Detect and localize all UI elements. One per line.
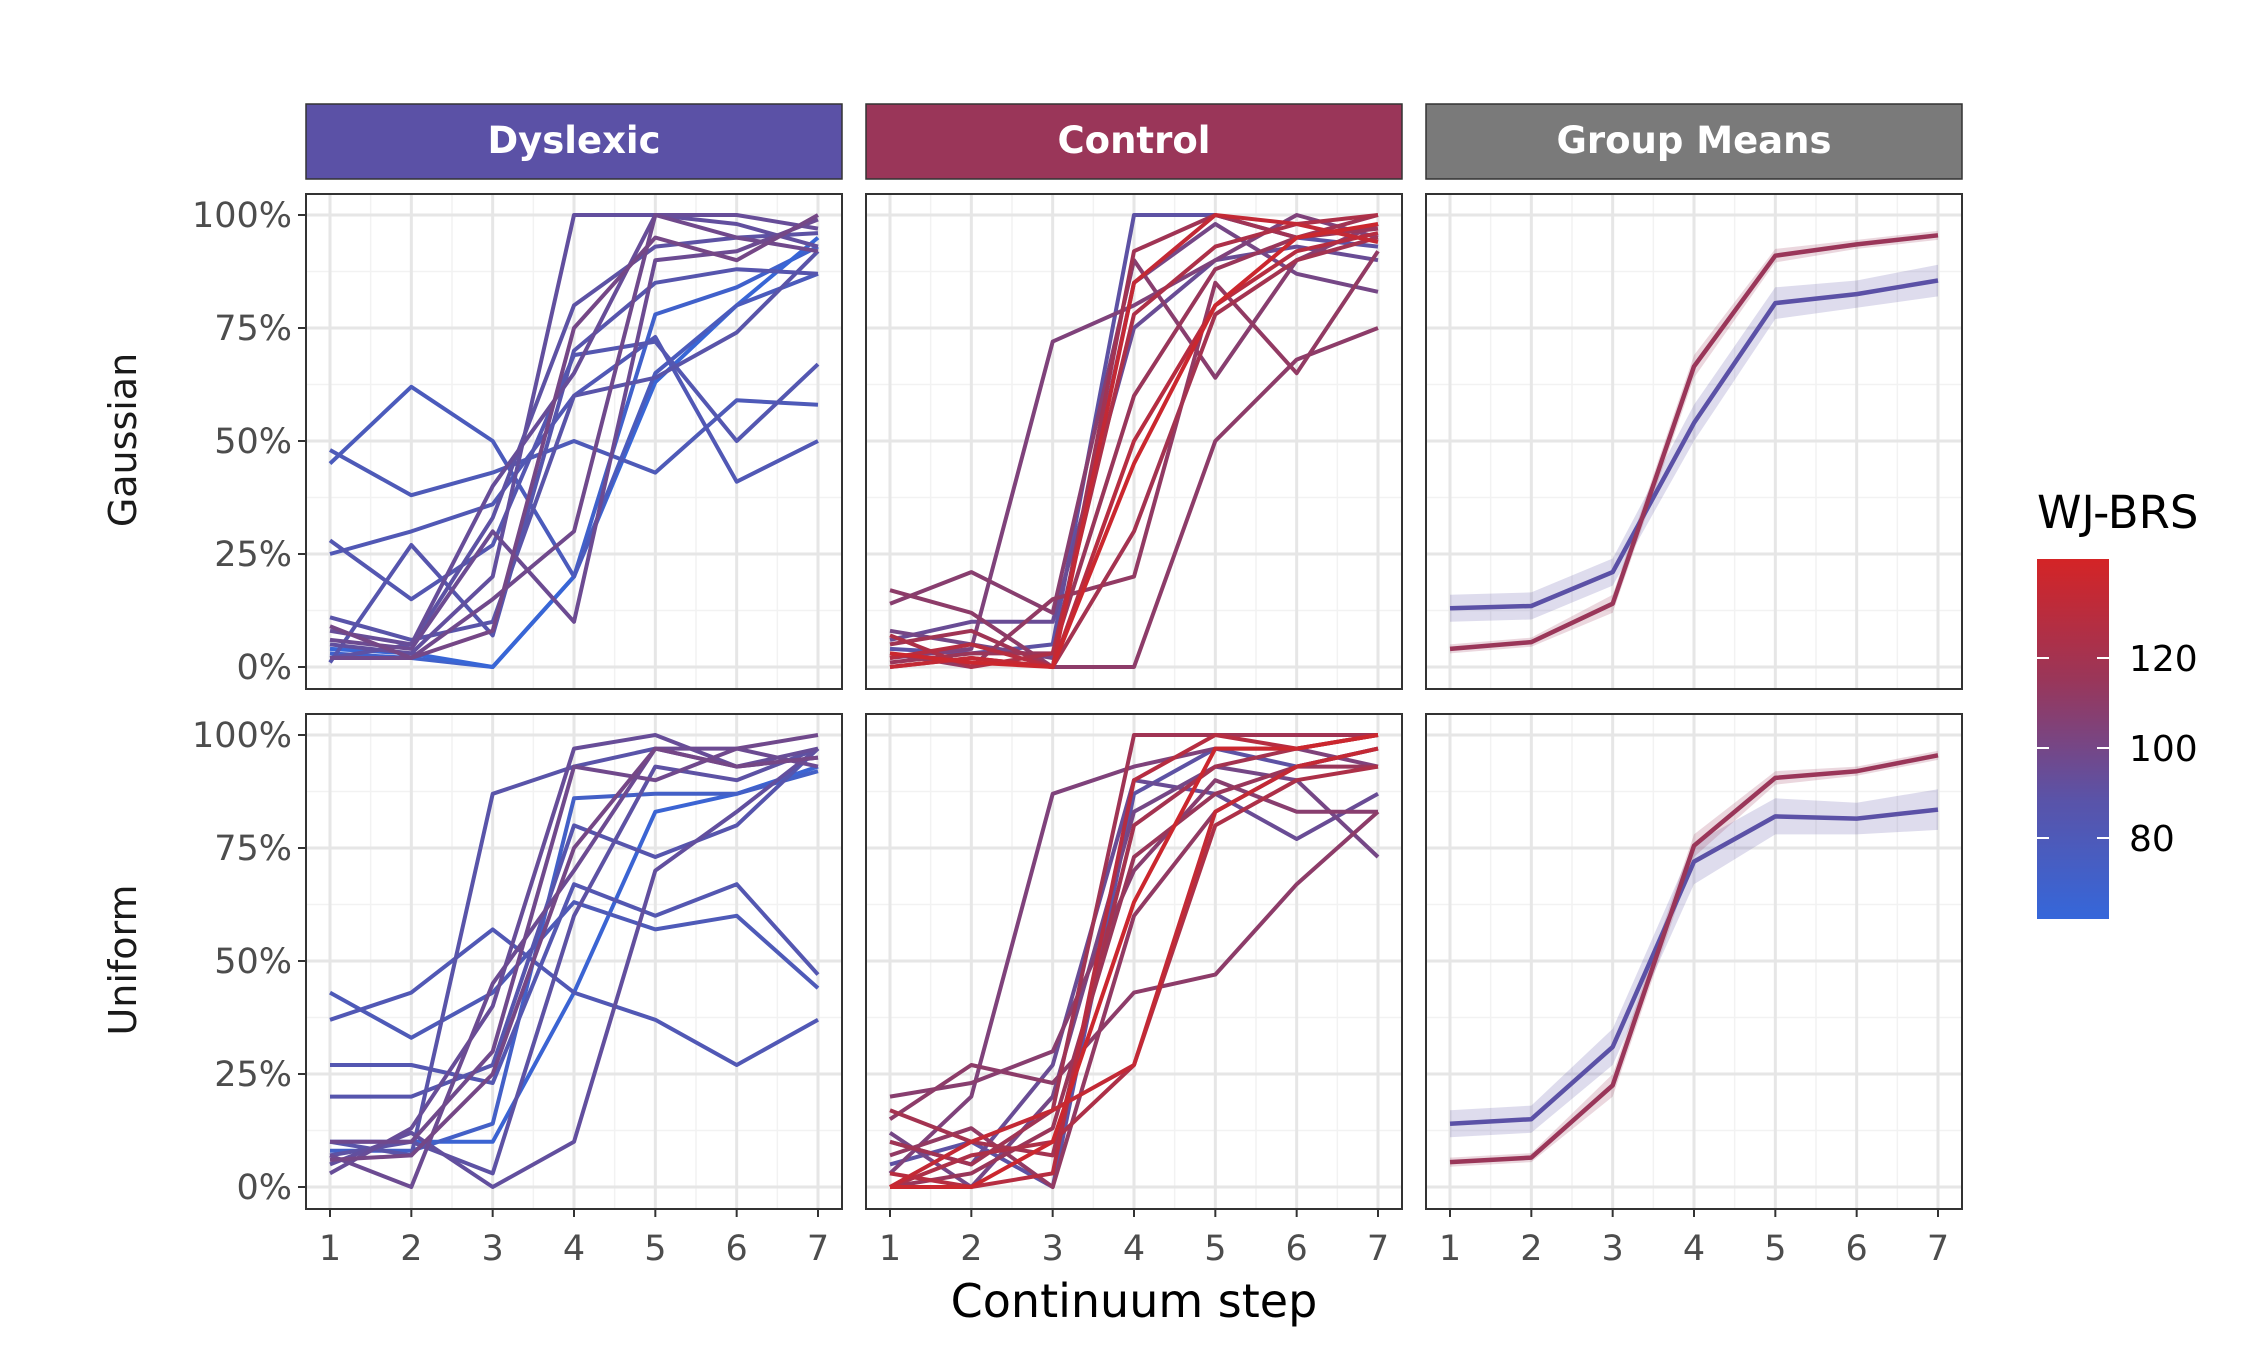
mean-line-control <box>1449 233 1939 652</box>
x-tick-label: 4 <box>1683 1229 1705 1269</box>
facet-strip-group-means: Group Means <box>1425 103 1963 180</box>
participant-line <box>329 747 820 1189</box>
row-label-uniform: Uniform <box>101 884 145 1035</box>
panel-uniform-control <box>865 713 1403 1217</box>
participant-line <box>328 267 819 664</box>
x-tick-label: 6 <box>1286 1229 1308 1269</box>
panels <box>298 193 1963 1217</box>
participant-line <box>329 927 819 1067</box>
participant-line <box>329 249 820 642</box>
mean-line-dyslexic <box>1449 278 1939 611</box>
participant-line <box>330 882 820 1085</box>
x-axis-label: Continuum step <box>951 1274 1318 1328</box>
y-tick-label: 50% <box>214 942 292 982</box>
y-tick-label: 100% <box>192 716 292 756</box>
x-tick-label: 2 <box>400 1229 422 1269</box>
y-tick-label: 25% <box>214 535 292 575</box>
participant-line <box>329 398 819 498</box>
participant-line <box>330 733 819 1144</box>
participant-line <box>889 231 1379 669</box>
x-tick-label: 4 <box>1123 1229 1145 1269</box>
participant-line <box>890 733 1379 1189</box>
row-label-gaussian: Gaussian <box>101 353 145 527</box>
x-tick-label: 3 <box>1602 1229 1624 1269</box>
participant-line <box>889 733 1378 1167</box>
y-tick-label: 75% <box>214 829 292 869</box>
participant-line <box>329 746 819 1162</box>
panel-uniform-group-means <box>1425 713 1963 1217</box>
participant-line <box>329 213 819 656</box>
x-tick-label: 3 <box>1042 1229 1064 1269</box>
participant-line <box>888 810 1380 1121</box>
participant-line <box>328 271 819 579</box>
x-tick-label: 7 <box>807 1229 829 1269</box>
facet-label-group-means: Group Means <box>1557 119 1832 162</box>
y-tick-label: 75% <box>214 309 292 349</box>
participant-line <box>889 244 1379 642</box>
participant-line <box>329 213 819 647</box>
y-tick-label: 50% <box>214 422 292 462</box>
ribbon-dyslexic <box>1450 264 1938 622</box>
legend-colorbar <box>2037 559 2109 919</box>
participant-line <box>330 747 820 1099</box>
participant-line <box>329 213 819 660</box>
panel-uniform-dyslexic <box>298 713 843 1217</box>
x-tick-label: 5 <box>1204 1229 1226 1269</box>
facet-strip-dyslexic: Dyslexic <box>305 103 843 180</box>
legend: WJ-BRS 80 100 120 <box>2037 486 2199 919</box>
legend-tick-label: 120 <box>2129 639 2198 680</box>
legend-ticks: 80 100 120 <box>2037 639 2198 860</box>
panel-gaussian-control <box>865 193 1403 690</box>
participant-line <box>889 213 1379 669</box>
legend-title: WJ-BRS <box>2037 486 2199 539</box>
panel-border <box>865 193 1403 690</box>
y-tick-label: 100% <box>192 196 292 236</box>
participant-line <box>329 217 819 651</box>
x-tick-label: 7 <box>1927 1229 1949 1269</box>
legend-tick-label: 100 <box>2129 729 2198 770</box>
x-tick-label: 6 <box>1846 1229 1868 1269</box>
facet-label-control: Control <box>1058 119 1211 162</box>
legend-tick-label: 80 <box>2129 819 2175 860</box>
x-tick-label: 5 <box>644 1229 666 1269</box>
participant-line <box>329 900 820 1040</box>
facet-label-dyslexic: Dyslexic <box>487 119 660 162</box>
panel-gaussian-dyslexic <box>298 193 843 690</box>
x-tick-label: 3 <box>482 1229 504 1269</box>
participant-line <box>889 746 1379 1189</box>
x-tick-label: 1 <box>1439 1229 1461 1269</box>
y-tick-label: 25% <box>214 1055 292 1095</box>
y-tick-labels: 0% 25% 50% 75% 100% 0% 25% 50% 75% 100% <box>192 196 292 1208</box>
participant-line <box>889 778 1378 1099</box>
participant-line <box>889 326 1379 669</box>
mean-line-control <box>1449 753 1939 1165</box>
y-tick-label: 0% <box>236 648 292 688</box>
panel-gaussian-group-means <box>1425 193 1963 690</box>
x-tick-labels: 1 2 3 4 5 6 7 1 2 3 4 5 6 7 1 2 3 4 5 6 7 <box>319 1229 1949 1269</box>
participant-line <box>889 213 1379 660</box>
x-tick-label: 4 <box>563 1229 585 1269</box>
participant-line <box>889 222 1379 669</box>
facet-strip-control: Control <box>865 103 1403 180</box>
y-tick-label: 0% <box>236 1168 292 1208</box>
x-tick-label: 2 <box>1520 1229 1542 1269</box>
x-tick-label: 1 <box>319 1229 341 1269</box>
x-tick-label: 7 <box>1367 1229 1389 1269</box>
x-tick-label: 1 <box>879 1229 901 1269</box>
ribbon-dyslexic <box>1450 789 1938 1138</box>
x-tick-label: 5 <box>1764 1229 1786 1269</box>
x-tick-label: 6 <box>726 1229 748 1269</box>
mean-line-dyslexic <box>1449 807 1939 1126</box>
panel-border <box>1425 193 1963 690</box>
x-tick-label: 2 <box>960 1229 982 1269</box>
